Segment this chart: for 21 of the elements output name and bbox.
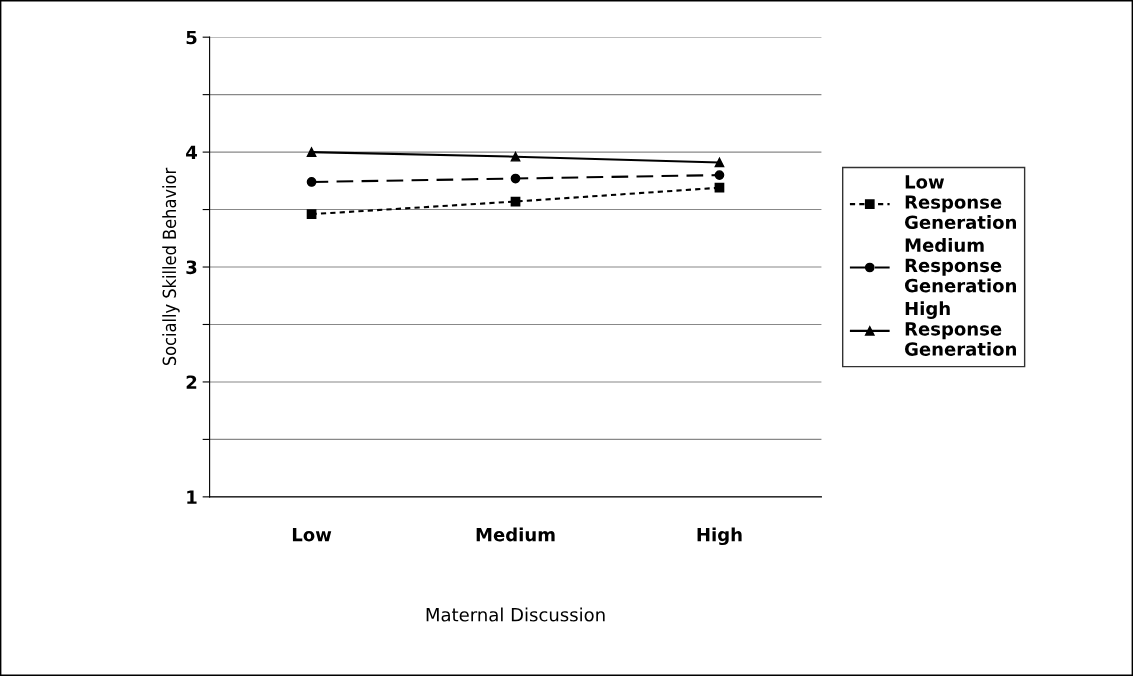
point bbox=[306, 177, 317, 187]
point bbox=[306, 147, 317, 157]
point bbox=[714, 182, 725, 193]
x-tick-label: High bbox=[697, 527, 742, 546]
legend-label: Low Response Generation bbox=[904, 175, 1016, 230]
legend-label: High Response Generation bbox=[904, 301, 1016, 356]
y-tick-label: 3 bbox=[186, 260, 197, 275]
x-tick-label: Medium bbox=[476, 527, 555, 542]
x-tick-label: Low bbox=[292, 527, 332, 542]
y-tick-label: 1 bbox=[187, 490, 197, 504]
y-tick-label: 2 bbox=[186, 375, 197, 389]
point bbox=[714, 170, 725, 180]
legend-label: Medium Response Generation bbox=[904, 237, 1016, 293]
point bbox=[510, 173, 521, 184]
point bbox=[714, 157, 725, 168]
y-tick-label: 4 bbox=[186, 145, 197, 159]
y-axis-title: Socially Skilled Behavior bbox=[162, 167, 180, 366]
point bbox=[306, 209, 317, 220]
y-tick-label: 5 bbox=[186, 30, 197, 45]
x-axis-title: Maternal Discussion bbox=[426, 607, 605, 622]
point bbox=[510, 151, 521, 162]
